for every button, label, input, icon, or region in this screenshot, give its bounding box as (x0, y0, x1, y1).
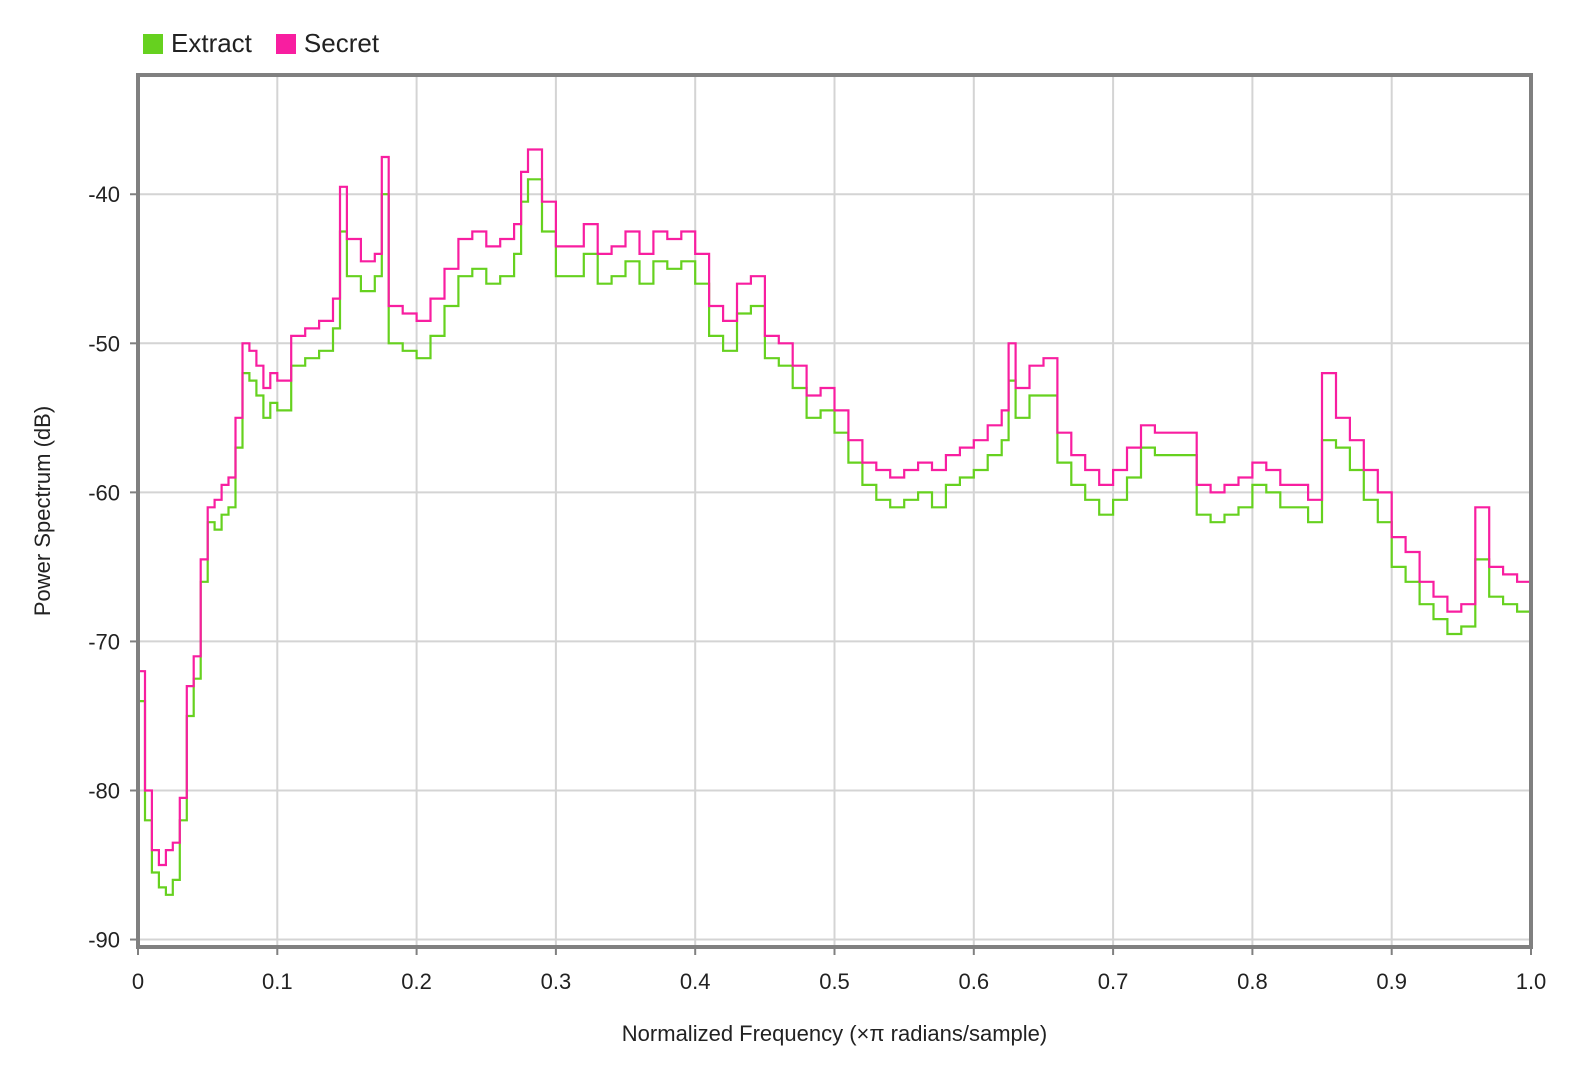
series-line-secret (138, 148, 1533, 867)
y-tick-label: -60 (88, 480, 120, 505)
x-tick-label: 0.2 (401, 969, 432, 994)
x-tick-label: 0.3 (541, 969, 572, 994)
y-axis-ticks: -90 -80 -70 -60 -50 -40 (88, 182, 138, 953)
series-layer (138, 148, 1533, 896)
y-tick-label: -40 (88, 182, 120, 207)
legend-item-secret[interactable]: Secret (275, 28, 380, 59)
x-tick-label: 0.4 (680, 969, 711, 994)
legend-swatch-secret (275, 33, 296, 54)
x-tick-label: 1.0 (1516, 969, 1547, 994)
x-tick-label: 0.1 (262, 969, 293, 994)
legend-label-secret: Secret (303, 28, 380, 58)
y-tick-label: -80 (88, 778, 120, 803)
y-tick-label: -50 (88, 331, 120, 356)
x-axis-ticks: 0 0.1 0.2 0.3 0.4 0.5 0.6 0.7 0.8 0.9 1.0 (132, 947, 1546, 994)
x-tick-label: 0.8 (1237, 969, 1268, 994)
legend: Extract Secret (143, 28, 379, 59)
x-tick-label: 0.9 (1376, 969, 1407, 994)
series-line-extract (138, 178, 1533, 896)
x-tick-label: 0 (132, 969, 144, 994)
y-tick-label: -70 (88, 629, 120, 654)
y-axis-label: Power Spectrum (dB) (30, 406, 55, 616)
x-tick-label: 0.5 (819, 969, 850, 994)
x-tick-label: 0.6 (959, 969, 990, 994)
legend-label-extract: Extract (171, 28, 252, 58)
legend-item-extract[interactable]: Extract (143, 28, 252, 59)
x-tick-label: 0.7 (1098, 969, 1129, 994)
x-axis-label: Normalized Frequency (×π radians/sample) (622, 1021, 1047, 1046)
y-tick-label: -90 (88, 928, 120, 953)
legend-swatch-extract (143, 33, 163, 54)
